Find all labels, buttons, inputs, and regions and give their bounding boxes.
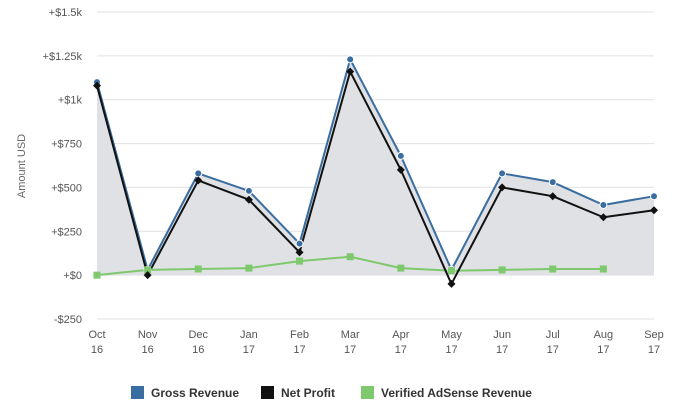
x-tick-label: Sep 17 (644, 329, 664, 356)
x-tick-year: 17 (344, 344, 356, 356)
x-tick-month: Sep (644, 329, 664, 341)
x-tick-month: Mar (341, 329, 360, 341)
y-axis-ticks: -$250 +$0 +$250 +$500 +$750 +$1k +$1.25k +$1.5k (43, 7, 83, 326)
data-point[interactable] (650, 206, 658, 215)
data-point[interactable] (396, 165, 405, 174)
x-tick-year: 17 (648, 344, 660, 356)
data-point[interactable] (548, 192, 557, 201)
y-tick-label: -$250 (54, 314, 82, 326)
data-point[interactable] (194, 169, 203, 178)
y-tick-label: +$1.5k (49, 7, 83, 19)
x-tick-month: Jul (546, 329, 560, 341)
data-point[interactable] (244, 186, 253, 195)
data-point[interactable] (549, 265, 557, 273)
data-point[interactable] (599, 265, 607, 273)
x-tick-year: 17 (597, 344, 609, 356)
y-tick-label: +$500 (51, 182, 82, 194)
data-point[interactable] (346, 253, 354, 261)
x-tick-label: Apr 17 (392, 329, 409, 356)
data-point[interactable] (447, 267, 455, 275)
x-tick-month: Apr (392, 329, 409, 341)
x-tick-month: Dec (188, 329, 208, 341)
data-point[interactable] (295, 239, 304, 248)
data-point[interactable] (93, 271, 101, 279)
x-tick-label: Feb 17 (290, 329, 309, 356)
series-area-0 (97, 59, 654, 276)
data-point[interactable] (194, 265, 202, 273)
x-tick-year: 17 (395, 344, 407, 356)
x-tick-label: Aug 17 (594, 329, 614, 356)
legend-swatch (361, 386, 374, 399)
data-point[interactable] (295, 248, 304, 257)
data-point[interactable] (397, 264, 405, 272)
x-tick-label: Mar 17 (341, 329, 360, 356)
legend-swatch (131, 386, 144, 399)
x-tick-year: 17 (243, 344, 255, 356)
x-tick-label: Nov 16 (138, 329, 158, 356)
x-tick-year: 17 (547, 344, 559, 356)
series-line-1 (96, 70, 655, 285)
x-tick-year: 17 (496, 344, 508, 356)
data-point[interactable] (144, 266, 152, 274)
data-point[interactable] (498, 266, 506, 274)
x-tick-year: 17 (293, 344, 305, 356)
data-point[interactable] (346, 67, 355, 76)
data-point[interactable] (498, 169, 507, 178)
x-tick-label: Jul 17 (546, 329, 560, 356)
legend-item[interactable]: Gross Revenue (131, 386, 239, 400)
x-tick-label: Oct 16 (88, 329, 105, 356)
x-tick-month: Oct (88, 329, 105, 341)
x-tick-label: Dec 16 (188, 329, 208, 356)
series-markers (93, 55, 658, 288)
legend: Gross Revenue Net Profit Verified AdSense … (131, 386, 532, 400)
legend-item[interactable]: Net Profit (261, 386, 335, 400)
data-point[interactable] (396, 151, 405, 160)
legend-label: Gross Revenue (151, 386, 239, 400)
x-tick-year: 16 (192, 344, 204, 356)
data-point[interactable] (143, 271, 152, 280)
x-tick-year: 16 (142, 344, 154, 356)
legend-label: Verified AdSense Revenue (381, 386, 532, 400)
x-tick-month: Jun (493, 329, 511, 341)
y-tick-label: +$1.25k (43, 51, 83, 63)
x-tick-month: Aug (594, 329, 614, 341)
data-point[interactable] (498, 183, 507, 192)
data-point[interactable] (599, 200, 608, 209)
x-tick-month: Nov (138, 329, 158, 341)
y-axis-title: Amount USD (16, 134, 28, 198)
x-tick-label: May 17 (441, 329, 462, 356)
area-fill (97, 59, 654, 276)
legend-label: Net Profit (281, 386, 335, 400)
data-point[interactable] (296, 257, 304, 265)
y-tick-label: +$0 (63, 270, 82, 282)
data-point[interactable] (93, 81, 101, 90)
y-tick-label: +$750 (51, 139, 82, 151)
x-tick-label: Jan 17 (240, 329, 258, 356)
x-tick-label: Jun 17 (493, 329, 511, 356)
data-point[interactable] (245, 264, 253, 272)
data-point[interactable] (650, 192, 658, 201)
x-tick-year: 17 (445, 344, 457, 356)
y-tick-label: +$250 (51, 226, 82, 238)
data-point[interactable] (599, 213, 608, 222)
y-tick-label: +$1k (58, 95, 83, 107)
data-point[interactable] (548, 178, 557, 187)
x-tick-month: Feb (290, 329, 309, 341)
x-tick-month: May (441, 329, 462, 341)
data-point[interactable] (244, 195, 253, 204)
x-tick-year: 16 (91, 344, 103, 356)
data-point[interactable] (346, 55, 355, 64)
series-line-0 (96, 58, 655, 271)
x-tick-month: Jan (240, 329, 258, 341)
x-axis-ticks: Oct 16 Nov 16 Dec 16 Jan 17 Feb 17 Mar 17 Apr 17 May 17… (88, 329, 663, 356)
data-point[interactable] (194, 176, 203, 185)
legend-swatch (261, 386, 274, 399)
data-point[interactable] (447, 279, 456, 288)
legend-item[interactable]: Verified AdSense Revenue (361, 386, 532, 400)
